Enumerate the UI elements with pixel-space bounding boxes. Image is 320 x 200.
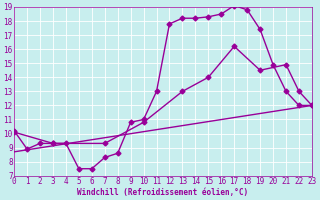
X-axis label: Windchill (Refroidissement éolien,°C): Windchill (Refroidissement éolien,°C) <box>77 188 249 197</box>
